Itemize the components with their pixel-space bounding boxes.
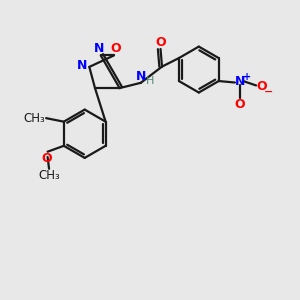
- Text: N: N: [235, 75, 245, 88]
- Text: −: −: [264, 87, 273, 97]
- Text: N: N: [136, 70, 147, 83]
- Text: O: O: [234, 98, 245, 111]
- Text: H: H: [146, 76, 154, 86]
- Text: CH₃: CH₃: [23, 112, 45, 124]
- Text: O: O: [111, 43, 121, 56]
- Text: +: +: [243, 72, 251, 82]
- Text: N: N: [77, 59, 87, 72]
- Text: O: O: [155, 36, 166, 49]
- Text: CH₃: CH₃: [38, 169, 60, 182]
- Text: O: O: [257, 80, 267, 93]
- Text: N: N: [94, 43, 104, 56]
- Text: O: O: [42, 152, 52, 165]
